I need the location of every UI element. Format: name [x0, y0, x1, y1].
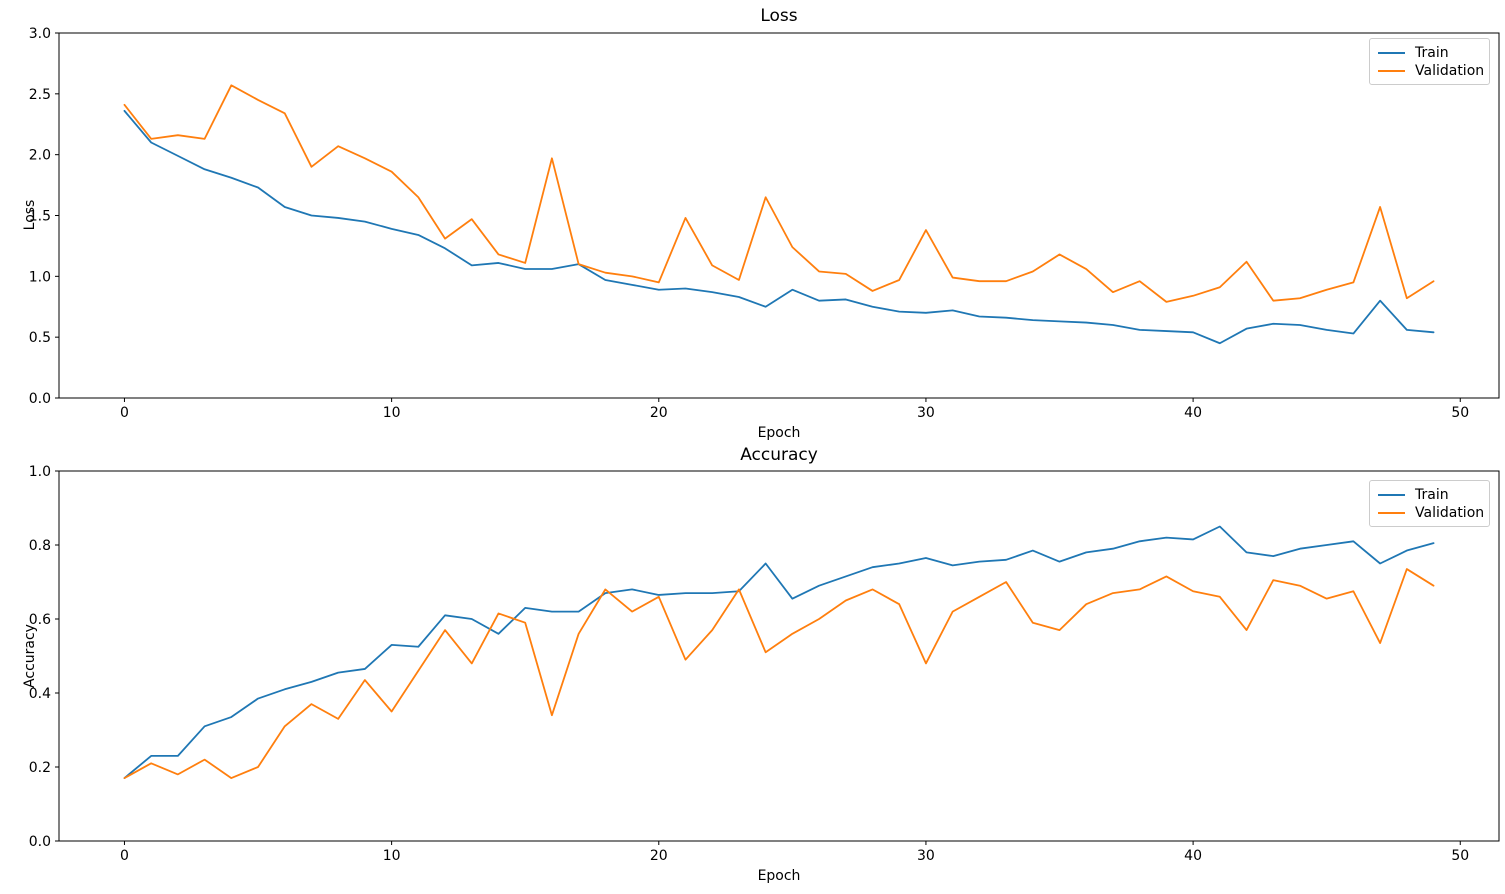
x-tick-label: 20	[650, 848, 668, 864]
chart-title-accuracy: Accuracy	[740, 445, 818, 465]
y-tick-label: 2.5	[29, 87, 51, 103]
x-tick-label: 20	[650, 405, 668, 421]
y-tick-label: 1.0	[29, 464, 51, 480]
y-axis-label-loss: Loss	[22, 199, 38, 231]
y-tick-label: 0.0	[29, 834, 51, 850]
validation-line-swatch	[1378, 512, 1405, 514]
validation-line-swatch	[1378, 70, 1405, 72]
x-axis-label-epoch-accuracy: Epoch	[757, 868, 801, 884]
y-tick-label: 3.0	[29, 26, 51, 42]
y-tick-label: 0.0	[29, 391, 51, 407]
legend-entry-validation: Validation	[1378, 62, 1485, 80]
y-tick-label: 0.6	[29, 612, 51, 628]
y-tick-label: 0.5	[29, 330, 51, 346]
train-line-swatch	[1378, 494, 1405, 496]
train-line-swatch	[1378, 52, 1405, 54]
legend-entry-validation: Validation	[1378, 504, 1485, 522]
train-line-loss	[123, 109, 1435, 345]
legend-entry-train: Train	[1378, 44, 1482, 62]
y-tick-label: 2.0	[29, 148, 51, 164]
validation-line-loss	[123, 84, 1435, 303]
y-axis-label-accuracy: Accuracy	[22, 624, 38, 688]
y-tick-label: 0.2	[29, 760, 51, 776]
legend-label-validation: Validation	[1415, 63, 1485, 79]
plot-border	[58, 470, 1500, 842]
x-tick-label: 40	[1184, 405, 1202, 421]
legend-label-validation: Validation	[1415, 505, 1485, 521]
x-tick-label: 30	[917, 848, 935, 864]
legend-loss: Train Validation	[1369, 38, 1490, 85]
legend-label-train: Train	[1415, 487, 1449, 503]
validation-line-accuracy	[123, 568, 1435, 779]
x-tick-label: 0	[120, 405, 129, 421]
y-tick-label: 1.5	[29, 209, 51, 225]
chart-title-loss: Loss	[760, 6, 798, 26]
train-line-accuracy	[123, 525, 1435, 779]
legend-label-train: Train	[1415, 45, 1449, 61]
x-tick-label: 40	[1184, 848, 1202, 864]
y-tick-label: 0.4	[29, 686, 51, 702]
x-tick-label: 30	[917, 405, 935, 421]
plot-border	[58, 32, 1500, 399]
x-tick-label: 0	[120, 848, 129, 864]
y-tick-label: 0.8	[29, 538, 51, 554]
x-tick-label: 10	[383, 405, 401, 421]
x-axis-label-epoch-loss: Epoch	[757, 425, 801, 441]
x-tick-label: 50	[1451, 848, 1469, 864]
legend-accuracy: Train Validation	[1369, 480, 1490, 527]
y-tick-label: 1.0	[29, 269, 51, 285]
legend-entry-train: Train	[1378, 486, 1482, 504]
x-tick-label: 50	[1451, 405, 1469, 421]
x-tick-label: 10	[383, 848, 401, 864]
